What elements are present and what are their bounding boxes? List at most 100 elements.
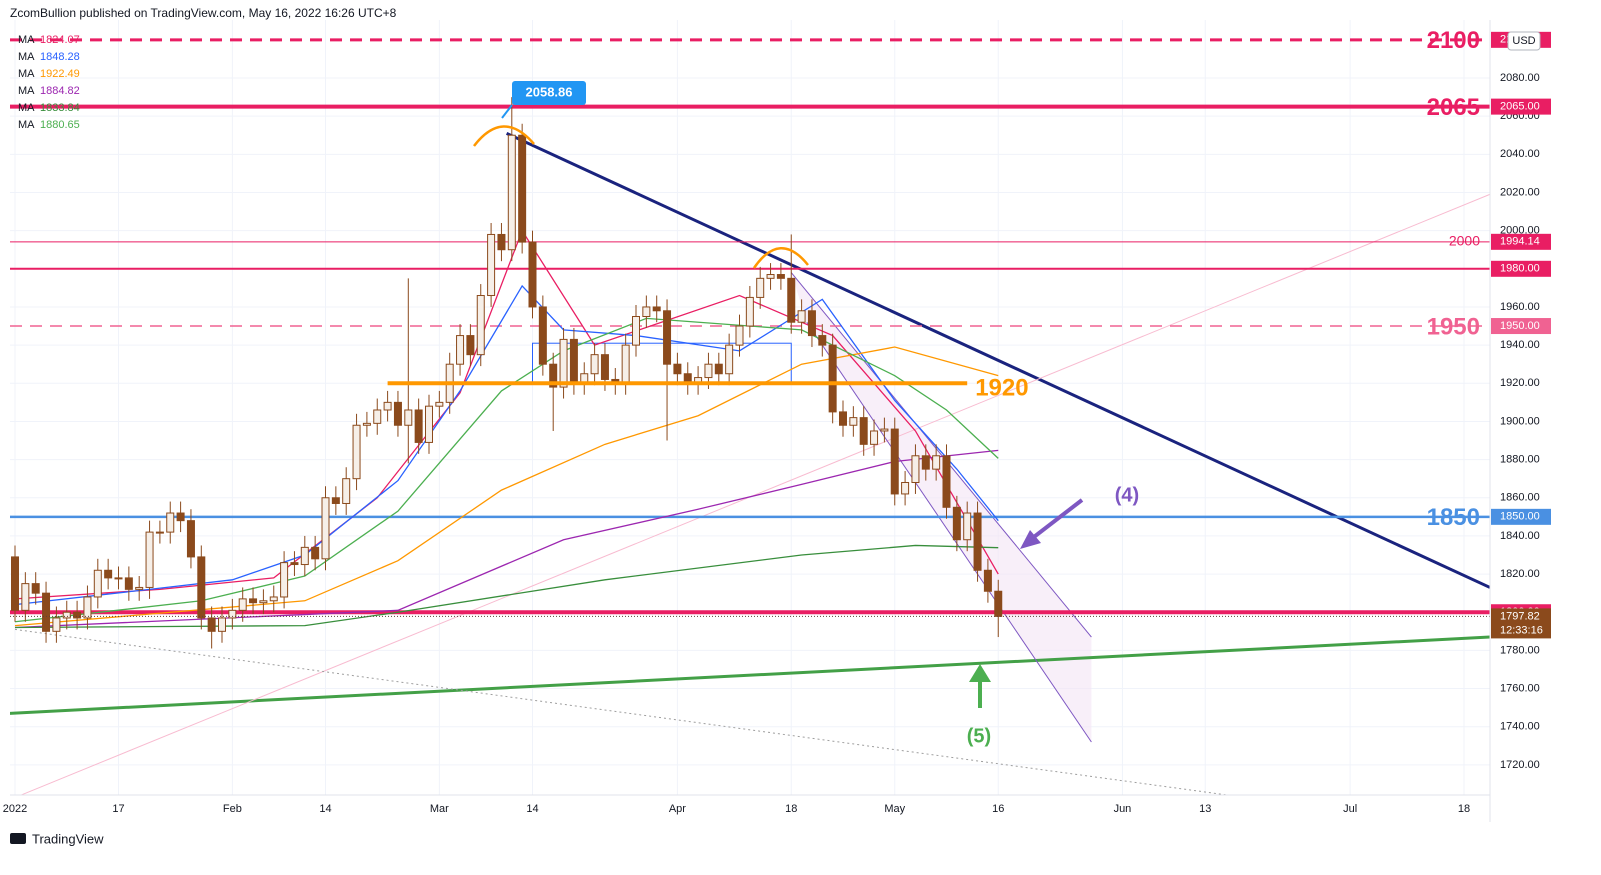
y-tick-label: 1860.00 [1500,492,1540,504]
trendline [505,131,1490,589]
candle-body [197,556,206,619]
candle-body [569,338,578,384]
candle-body [383,401,392,411]
candle-body [31,583,40,594]
candle-body [476,295,485,356]
legend-value: 1833.84 [40,102,80,114]
candle-body [124,577,133,590]
y-tick-label: 1880.00 [1500,454,1540,466]
legend-value: 1848.28 [40,51,80,63]
candle-body [735,325,744,346]
candle-body [362,422,371,426]
candle-body [321,497,330,560]
price-badge [1491,508,1551,525]
candle-body [42,592,51,632]
header: ZcomBullion published on TradingView.com… [10,6,397,20]
x-tick-label: 16 [992,803,1004,815]
candle-body [52,617,61,632]
last-price-label: 1797.82 [1500,610,1540,622]
x-tick-label: 14 [526,803,538,815]
candle-body [21,583,30,611]
candle-body [331,497,340,504]
price-badge-label: 1994.14 [1500,236,1540,248]
x-tick-label: Feb [223,803,242,815]
legend-name: MA [18,34,35,46]
candle-body [145,531,154,588]
y-tick-label: 2020.00 [1500,186,1540,198]
x-tick-label: 18 [1458,803,1470,815]
footer: TradingView [32,831,104,846]
candle-body [538,306,547,365]
candle-body [135,586,144,590]
wave-4: (4) [1115,484,1139,506]
callout-box [512,81,586,105]
candle-body [186,520,195,558]
wave-5: (5) [967,725,991,747]
x-tick-label: 2022 [3,803,27,815]
candle-body [652,306,661,312]
price-badge [1491,318,1551,335]
candle-body [849,417,858,426]
candle-body [393,401,402,426]
y-tick-label: 2080.00 [1500,72,1540,84]
y-tick-label: 1820.00 [1500,568,1540,580]
candle-body [114,577,123,580]
candle-body [104,569,113,579]
arrow-4 [1028,498,1084,542]
price-badge-label: 2065.00 [1500,101,1540,113]
x-tick-label: 17 [112,803,124,815]
candle-body [466,335,475,356]
candle-body [756,277,765,298]
candle-body [549,363,558,388]
candle-body [259,600,268,604]
level-label: 2065 [1427,94,1480,121]
price-badge-label: 1980.00 [1500,263,1540,275]
trendline [10,635,1490,715]
candle-body [218,617,226,632]
x-tick-label: Jun [1114,803,1132,815]
candle-body [228,609,237,619]
candle-body [249,598,258,604]
candle-body [497,233,506,251]
candle-body [176,512,185,522]
price-badge [1491,98,1551,115]
logo [10,833,26,844]
candle-body [414,409,423,443]
x-tick-label: Apr [669,803,686,815]
candle-body [311,546,320,560]
price-badge [1491,233,1551,250]
candle-body [859,417,868,445]
legend-value: 1880.65 [40,119,80,131]
candle-body [83,596,92,619]
candle-body [342,478,351,504]
candle-body [745,296,754,327]
price-badge-label: 1850.00 [1500,511,1540,523]
y-tick-label: 1920.00 [1500,377,1540,389]
candle-body [911,455,920,483]
plot-area [10,20,1490,795]
candle-body [559,338,568,388]
candle-body [818,335,827,346]
candle-body [404,409,413,426]
callout-label: 2058.86 [526,84,573,99]
y-tick-label: 1760.00 [1500,682,1540,694]
candle-body [725,344,734,375]
candle-body [518,134,527,243]
channel-shade [791,272,1092,742]
candle-body [73,611,82,619]
level-label: 2000 [1449,233,1480,249]
candle-body [921,455,930,470]
candle-body [839,411,847,426]
candle-body [207,617,216,632]
candle-body [642,306,651,317]
candle-body [797,310,806,323]
x-tick-label: 18 [785,803,797,815]
price-badge-label: 1950.00 [1500,320,1540,332]
level-label: 1950 [1427,313,1480,340]
arrow-4-head [1020,530,1041,549]
x-tick-label: May [884,803,905,815]
candle-body [932,455,941,470]
currency: USD [1512,35,1535,47]
legend-value: 1922.49 [40,68,80,80]
